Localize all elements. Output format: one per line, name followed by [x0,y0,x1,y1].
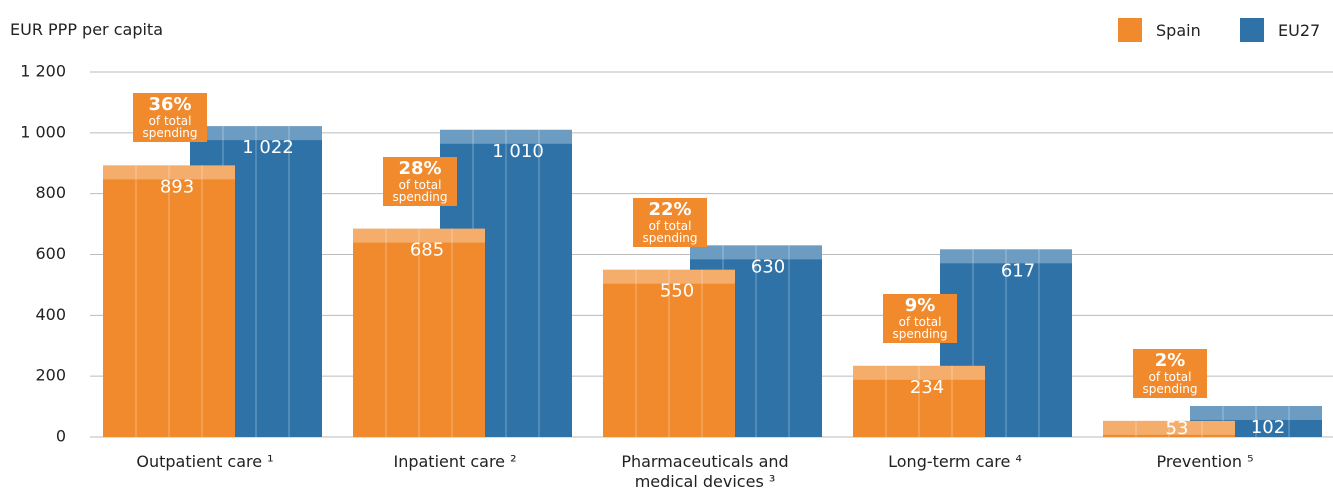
value-label: 893 [160,176,194,197]
legend-swatch [1240,18,1264,42]
y-axis-label: EUR PPP per capita [10,20,163,39]
share-percent: 9% [883,296,957,316]
value-label: 630 [751,256,785,277]
value-label: 1 022 [242,137,294,158]
share-note: of total spending [383,179,457,203]
chart: 0 200 400 600 800 1 000 1 200 1 022 893 1 010 685 6… [0,0,1333,504]
value-label: 685 [410,240,444,261]
share-percent: 22% [633,200,707,220]
share-note: of total spending [883,316,957,340]
x-tick-label: Outpatient care ¹ [115,452,295,472]
y-tick-label: 600 [35,244,66,263]
legend-item: Spain [1118,18,1201,42]
x-tick-label: Long-term care ⁴ [865,452,1045,472]
legend-label: EU27 [1278,21,1320,40]
share-percent: 2% [1133,351,1207,371]
y-tick-label: 1 200 [20,62,66,81]
value-label: 234 [910,377,944,398]
value-label: 53 [1166,418,1189,439]
share-note: of total spending [133,115,207,139]
y-tick-label: 800 [35,183,66,202]
legend-item: EU27 [1240,18,1320,42]
share-percent: 36% [133,95,207,115]
page: 0 200 400 600 800 1 000 1 200 1 022 893 1 010 685 6… [0,0,1333,504]
x-tick-label: Prevention ⁵ [1115,452,1295,472]
share-box: 28%of total spending [383,157,457,206]
share-box: 2%of total spending [1133,349,1207,398]
share-box: 9%of total spending [883,294,957,343]
y-tick-label: 200 [35,366,66,385]
value-label: 617 [1001,260,1035,281]
share-percent: 28% [383,159,457,179]
y-tick-label: 1 000 [20,122,66,141]
legend-label: Spain [1156,21,1201,40]
share-note: of total spending [633,220,707,244]
share-note: of total spending [1133,371,1207,395]
legend-swatch [1118,18,1142,42]
value-label: 1 010 [492,141,544,162]
value-label: 550 [660,281,694,302]
value-label: 102 [1251,417,1285,438]
y-tick-label: 400 [35,305,66,324]
x-tick-label: Inpatient care ² [365,452,545,472]
x-tick-label: Pharmaceuticals and medical devices ³ [615,452,795,492]
share-box: 36%of total spending [133,93,207,142]
share-box: 22%of total spending [633,198,707,247]
y-tick-label: 0 [56,427,66,446]
